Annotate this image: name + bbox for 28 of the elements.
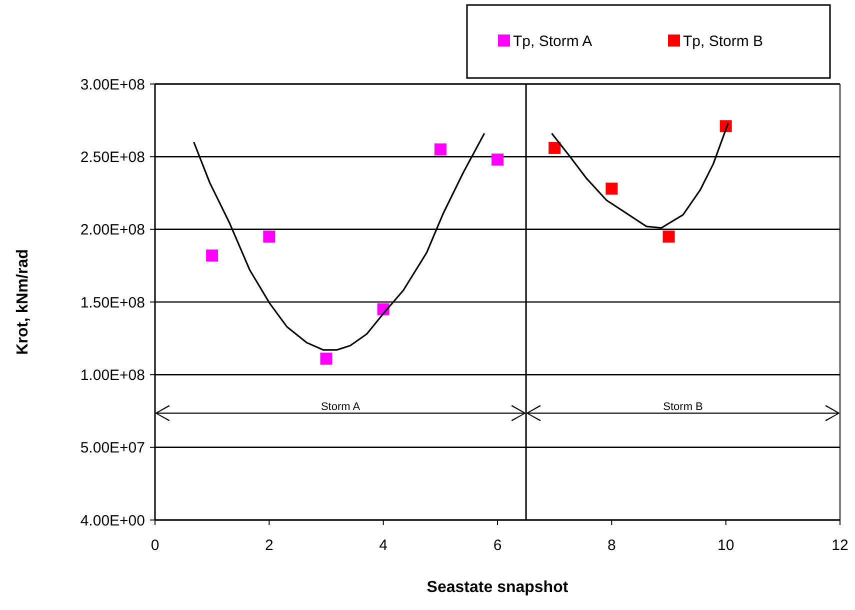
x-tick-label: 12: [832, 537, 848, 554]
legend-label: Tp, Storm A: [513, 32, 592, 50]
annotation: Storm B: [663, 401, 703, 414]
y-tick-label: 4.00E+00: [80, 512, 145, 530]
annotation: Storm A: [320, 401, 361, 414]
y-tick-label: 3.00E+08: [80, 76, 145, 94]
legend-label: Tp, Storm B: [683, 32, 764, 50]
point: [606, 182, 618, 195]
x-tick-label: 6: [493, 537, 502, 554]
x-tick-label: 4: [379, 537, 388, 554]
x-tick-label: 10: [717, 537, 734, 554]
y-tick-label: 1.00E+08: [80, 366, 145, 384]
point: [263, 230, 276, 243]
y-tick-label: 2.00E+08: [80, 222, 145, 239]
point: [662, 230, 675, 243]
x-axis-title: Seastate snapshot: [426, 579, 569, 596]
point: [434, 143, 446, 156]
y-tick-label: 2.50E+08: [80, 148, 145, 166]
y-axis-title: Krot, kNm/rad: [14, 249, 32, 355]
point: [206, 249, 218, 262]
point: [492, 154, 504, 166]
x-tick-label: 0: [150, 537, 160, 554]
x-tick-label: 8: [607, 537, 616, 554]
point: [320, 352, 332, 365]
y-tick-label: 1.50E+08: [80, 294, 145, 312]
point: [548, 142, 561, 154]
x-tick-label: 2: [264, 537, 274, 554]
y-tick-label: 5.00E+07: [80, 440, 145, 457]
